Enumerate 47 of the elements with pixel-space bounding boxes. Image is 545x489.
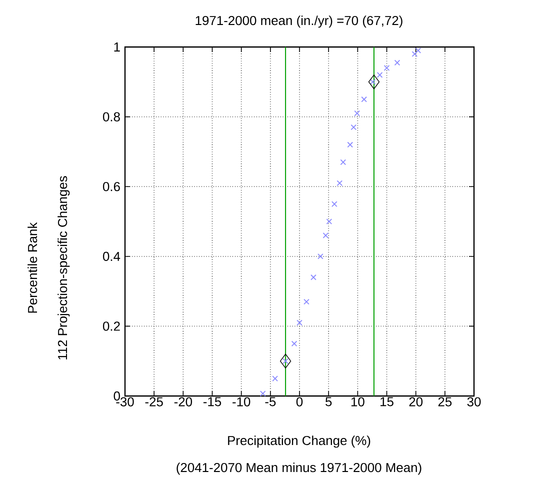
- point: [291, 340, 298, 347]
- point: [304, 298, 310, 305]
- x-tick-label: -15: [203, 397, 222, 406]
- point: [361, 96, 367, 102]
- point: [368, 74, 380, 90]
- point: [415, 48, 422, 54]
- point: [412, 51, 418, 57]
- point: [384, 65, 390, 71]
- point: [350, 124, 357, 130]
- x-tick-label: 25: [438, 397, 452, 406]
- y-tick-label: 0.8: [102, 112, 120, 122]
- y-axis-title: 112 Projection-specific Changes: [58, 176, 70, 360]
- x-tick-label: -10: [232, 397, 250, 406]
- point: [354, 110, 360, 116]
- point: [326, 218, 332, 224]
- point: [347, 142, 354, 148]
- x-tick-label: 30: [467, 397, 481, 406]
- y-tick-label: 0.6: [102, 182, 120, 192]
- y-tick-label: 0.4: [102, 252, 120, 261]
- point: [322, 232, 329, 238]
- point: [318, 253, 324, 260]
- x-tick-label: -5: [265, 397, 276, 406]
- x-tick-label: 20: [409, 397, 423, 406]
- point: [310, 274, 316, 280]
- point: [340, 159, 346, 166]
- x-tick-label: -25: [145, 397, 163, 406]
- y-tick-label: 1: [114, 42, 120, 52]
- point: [296, 320, 302, 326]
- x-tick-label: -20: [174, 397, 192, 406]
- text: (2041-2070 Mean minus 1971-2000 Mean): [176, 462, 422, 475]
- point: [272, 376, 278, 382]
- point: [282, 358, 288, 364]
- point: [336, 180, 343, 186]
- x-tick-label: 15: [380, 397, 394, 406]
- y-tick-label: 0.2: [102, 322, 120, 331]
- text: Percentile Rank: [28, 222, 38, 313]
- x-tick-label: 5: [326, 397, 332, 406]
- x-tick-label: 10: [351, 397, 364, 406]
- point: [394, 60, 400, 66]
- point: [331, 201, 338, 207]
- x-axis-title: Precipitation Change (%): [228, 436, 370, 448]
- chart-title: 1971-2000 mean (in./yr) =70 (67,72): [196, 16, 402, 28]
- point: [260, 390, 266, 396]
- point: [370, 78, 376, 85]
- point: [376, 72, 383, 78]
- x-tick-label: 0: [296, 397, 303, 406]
- point: [280, 354, 292, 368]
